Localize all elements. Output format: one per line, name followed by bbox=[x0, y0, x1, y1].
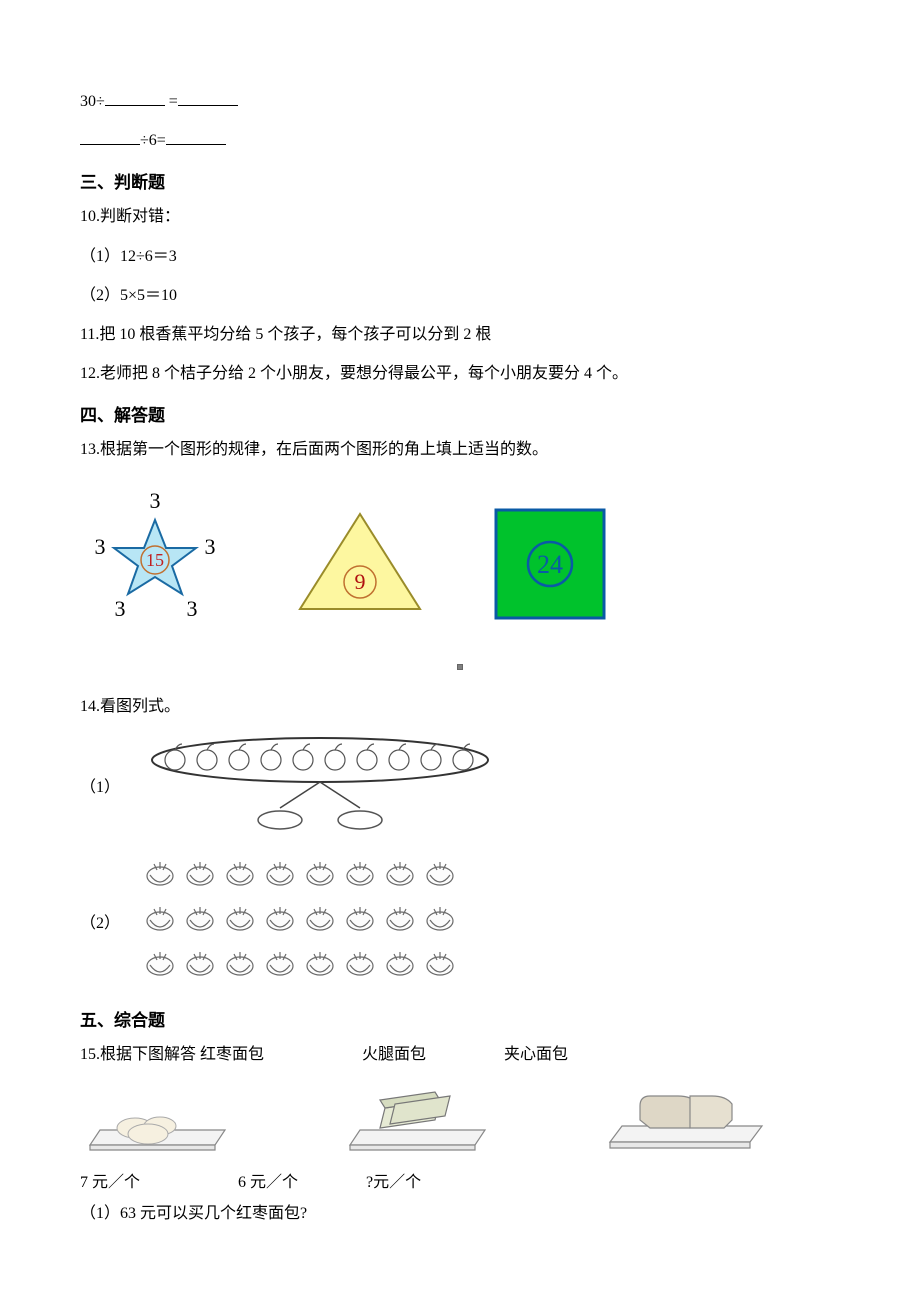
q15-images-row bbox=[80, 1080, 840, 1160]
q15-price3: ?元／个 bbox=[366, 1174, 421, 1191]
triangle-center: 9 bbox=[355, 569, 366, 594]
q13-shapes: 15 3 3 3 3 3 9 24 bbox=[80, 482, 840, 647]
eq2-blank2 bbox=[166, 129, 226, 145]
bread-1-icon bbox=[80, 1090, 230, 1160]
q15-sub1: （1）63 元可以买几个红枣面包? bbox=[80, 1196, 840, 1231]
q15-price1: 7 元／个 bbox=[80, 1174, 140, 1191]
star-tip-4: 3 bbox=[115, 596, 126, 621]
q15-price2: 6 元／个 bbox=[238, 1174, 298, 1191]
q14-part2-row: （2） bbox=[80, 846, 840, 996]
q15-stem-prefix: 15.根据下图解答 红枣面包 bbox=[80, 1046, 264, 1063]
bread-3-icon bbox=[600, 1080, 770, 1160]
star-tip-2: 3 bbox=[205, 534, 216, 559]
star-tip-5: 3 bbox=[95, 534, 106, 559]
q14-part1-row: （1） bbox=[80, 730, 840, 840]
star-shape: 15 3 3 3 3 3 bbox=[80, 482, 230, 647]
bread-2-icon bbox=[340, 1080, 490, 1160]
q15-stem-row: 15.根据下图解答 红枣面包 火腿面包 夹心面包 bbox=[80, 1037, 840, 1072]
star-tip-3: 3 bbox=[187, 596, 198, 621]
equation-line-1: 30÷ = bbox=[80, 84, 840, 119]
q12: 12.老师把 8 个桔子分给 2 个小朋友，要想分得最公平，每个小朋友要分 4 … bbox=[80, 356, 840, 391]
q10-b: （2）5×5＝10 bbox=[80, 278, 840, 313]
section-5-heading: 五、综合题 bbox=[80, 1006, 840, 1031]
eq1-lhs: 30÷ bbox=[80, 93, 105, 110]
section-4-heading: 四、解答题 bbox=[80, 401, 840, 426]
eq2-div: ÷6= bbox=[140, 132, 166, 149]
q15-label2: 火腿面包 bbox=[362, 1046, 426, 1063]
q10-stem: 10.判断对错： bbox=[80, 199, 840, 234]
eq1-eq: = bbox=[165, 93, 178, 110]
q15-prices: 7 元／个 6 元／个 ?元／个 bbox=[80, 1168, 840, 1192]
q10-a: （1）12÷6＝3 bbox=[80, 239, 840, 274]
eq1-blank2 bbox=[178, 90, 238, 106]
equation-line-2: ÷6= bbox=[80, 123, 840, 158]
q14-part1-figure bbox=[140, 730, 500, 840]
eq1-blank1 bbox=[105, 90, 165, 106]
q15-label3: 夹心面包 bbox=[504, 1046, 568, 1063]
section-3-heading: 三、判断题 bbox=[80, 168, 840, 193]
q14-part1-label: （1） bbox=[80, 773, 140, 797]
eq2-blank1 bbox=[80, 129, 140, 145]
q11: 11.把 10 根香蕉平均分给 5 个孩子，每个孩子可以分到 2 根 bbox=[80, 317, 840, 352]
q14-stem: 14.看图列式。 bbox=[80, 689, 840, 724]
star-center: 15 bbox=[146, 550, 164, 570]
square-center: 24 bbox=[537, 550, 563, 579]
q14-part2-label: （2） bbox=[80, 909, 140, 933]
q13-stem: 13.根据第一个图形的规律，在后面两个图形的角上填上适当的数。 bbox=[80, 432, 840, 467]
star-tip-1: 3 bbox=[150, 488, 161, 513]
q14-part2-figure bbox=[140, 846, 480, 996]
page-marker bbox=[80, 657, 840, 675]
square-shape: 24 bbox=[490, 504, 610, 624]
page: 30÷ = ÷6= 三、判断题 10.判断对错： （1）12÷6＝3 （2）5×… bbox=[0, 0, 920, 1295]
triangle-shape: 9 bbox=[290, 504, 430, 624]
